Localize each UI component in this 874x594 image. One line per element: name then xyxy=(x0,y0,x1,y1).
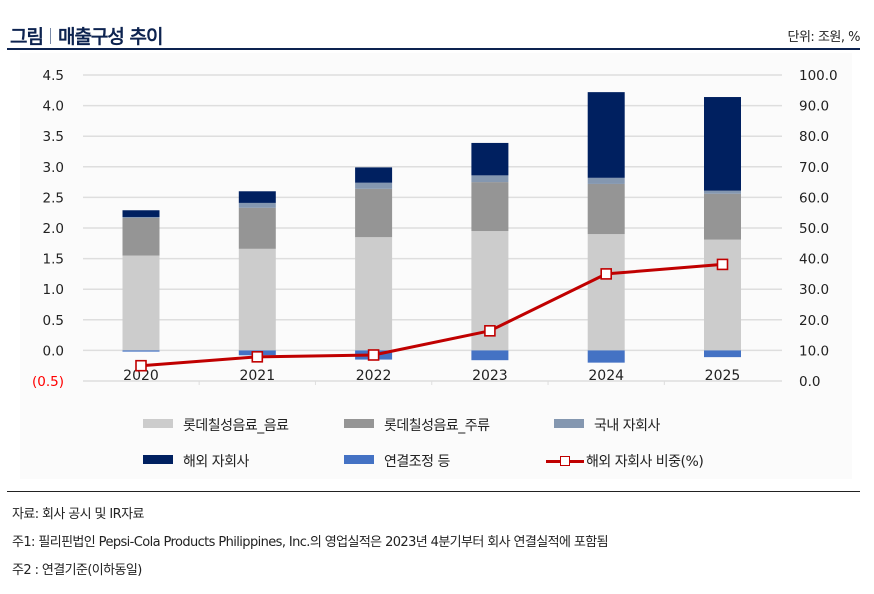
bar-segment xyxy=(704,193,741,240)
share-line-marker xyxy=(135,359,147,372)
bar-segment xyxy=(471,175,509,183)
title-rule xyxy=(7,48,860,50)
legend-label: 롯데칠성음료_주류 xyxy=(384,418,490,434)
legend-item-overseas-subsidiary: 해외 자회사 xyxy=(143,451,249,470)
bar-segment xyxy=(587,177,625,184)
bar-segment xyxy=(587,234,625,351)
legend-swatch-beverage xyxy=(143,419,173,428)
right-axis-tick-label: 100.0 xyxy=(799,68,838,84)
bar-segment xyxy=(471,182,509,232)
right-axis-tick-label: 0.0 xyxy=(799,374,820,390)
left-axis-ticks: 4.5 4.0 3.5 3.0 2.5 2.0 1.5 1.0 0.5 0.0 (0.5) xyxy=(32,68,64,390)
right-axis-ticks: 100.0 90.0 80.0 70.0 60.0 50.0 40.0 30.0 20.0 10.… xyxy=(799,68,838,390)
legend-item-consolidation-adjustment: 연결조정 등 xyxy=(344,451,450,470)
bar-segment xyxy=(471,142,509,176)
figure-title-prefix: 그림 xyxy=(10,26,44,48)
x-axis-label: 2022 xyxy=(356,368,392,384)
bar-segment xyxy=(122,255,160,351)
right-axis-tick-label: 60.0 xyxy=(799,190,829,206)
bar-segment xyxy=(704,350,741,358)
x-axis-label: 2023 xyxy=(472,368,508,384)
bar-segment xyxy=(238,191,276,203)
title-separator xyxy=(49,28,51,44)
bar-segment xyxy=(238,207,276,249)
bar-segment xyxy=(471,350,509,361)
figure-title: 그림 매출구성 추이 xyxy=(10,22,163,49)
legend-item-overseas-share: 해외 자회사 비중(%) xyxy=(546,451,704,470)
legend-label: 국내 자회사 xyxy=(594,418,660,434)
legend-item-beverage: 롯데칠성음료_음료 xyxy=(143,415,289,434)
gridlines xyxy=(83,74,782,385)
figure-header: 그림 매출구성 추이 단위: 조원, % xyxy=(10,22,861,49)
left-axis-tick-label: 1.5 xyxy=(43,252,64,268)
x-axis-label: 2020 xyxy=(123,368,159,384)
x-axis-labels: 2020 2021 2022 2023 2024 2025 xyxy=(123,368,740,384)
legend-label: 연결조정 등 xyxy=(384,454,450,470)
bar-segment xyxy=(355,182,393,189)
x-axis-label: 2024 xyxy=(588,368,624,384)
footnote-2: 주2 : 연결기준(이하동일) xyxy=(12,563,142,578)
legend-item-liquor: 롯데칠성음료_주류 xyxy=(344,415,490,434)
source-note: 자료: 회사 공시 및 IR자료 xyxy=(12,507,144,522)
left-axis-tick-label: 4.0 xyxy=(43,99,64,115)
share-line-marker xyxy=(484,325,496,337)
legend-swatch-liquor xyxy=(344,419,374,428)
bar-segment xyxy=(238,248,276,351)
legend-label: 해외 자회사 비중(%) xyxy=(586,454,704,470)
bar-segment xyxy=(704,239,741,351)
bar-segment xyxy=(122,217,160,256)
share-line-marker xyxy=(251,351,264,363)
legend-item-domestic-subsidiary: 국내 자회사 xyxy=(554,415,660,434)
bar-segment xyxy=(587,350,625,363)
bar-segment xyxy=(355,188,393,238)
left-axis-tick-label: (0.5) xyxy=(32,374,64,390)
footnote-1: 주1: 필리핀법인 Pepsi-Cola Products Philippine… xyxy=(12,535,609,550)
left-axis-tick-label: 2.5 xyxy=(43,190,64,206)
legend-swatch-overseas-subsidiary xyxy=(143,455,173,464)
right-axis-tick-label: 70.0 xyxy=(799,160,829,176)
left-axis-tick-label: 0.0 xyxy=(43,343,64,359)
legend-label: 해외 자회사 xyxy=(183,454,249,470)
legend-line-marker-icon xyxy=(546,456,584,466)
left-axis-tick-label: 3.0 xyxy=(43,160,64,176)
x-axis-label: 2025 xyxy=(705,368,741,384)
legend-swatch-domestic-subsidiary xyxy=(554,419,584,428)
legend-label: 롯데칠성음료_음료 xyxy=(183,418,289,434)
figure-title-text: 매출구성 추이 xyxy=(57,26,163,48)
bar-segment xyxy=(122,350,160,352)
share-line-marker xyxy=(716,258,729,271)
right-axis-tick-label: 40.0 xyxy=(799,252,829,268)
bar-segment xyxy=(122,216,160,218)
left-axis-tick-label: 2.0 xyxy=(43,221,64,237)
right-axis-tick-label: 80.0 xyxy=(799,129,829,145)
legend-swatch-consolidation-adjustment xyxy=(344,455,374,464)
x-axis-label: 2021 xyxy=(239,368,275,384)
right-axis-tick-label: 20.0 xyxy=(799,313,829,329)
share-line-path xyxy=(140,262,723,368)
right-axis-tick-label: 10.0 xyxy=(799,343,829,359)
unit-label: 단위: 조원, % xyxy=(787,30,861,45)
bar-segment xyxy=(122,210,160,217)
left-axis-tick-label: 4.5 xyxy=(43,68,64,84)
share-line xyxy=(135,258,729,372)
left-axis-tick-label: 0.5 xyxy=(43,313,64,329)
left-axis-tick-label: 1.0 xyxy=(43,282,64,298)
bar-segment xyxy=(355,167,393,183)
left-axis-tick-label: 3.5 xyxy=(43,129,64,145)
bar-segment xyxy=(704,97,741,191)
share-line-marker xyxy=(367,349,380,361)
bar-segment xyxy=(587,92,625,178)
right-axis-tick-label: 30.0 xyxy=(799,282,829,298)
bar-segment xyxy=(587,183,625,235)
chart-plot: 4.5 4.0 3.5 3.0 2.5 2.0 1.5 1.0 0.5 0.0 (0.5) 100.… xyxy=(32,68,838,390)
bar-segment xyxy=(704,190,741,194)
bar-segment xyxy=(238,202,276,208)
bar-segment xyxy=(355,237,393,351)
right-axis-tick-label: 90.0 xyxy=(799,99,829,115)
right-axis-tick-label: 50.0 xyxy=(799,221,829,237)
share-line-marker xyxy=(600,268,613,280)
footer-rule xyxy=(7,491,860,492)
